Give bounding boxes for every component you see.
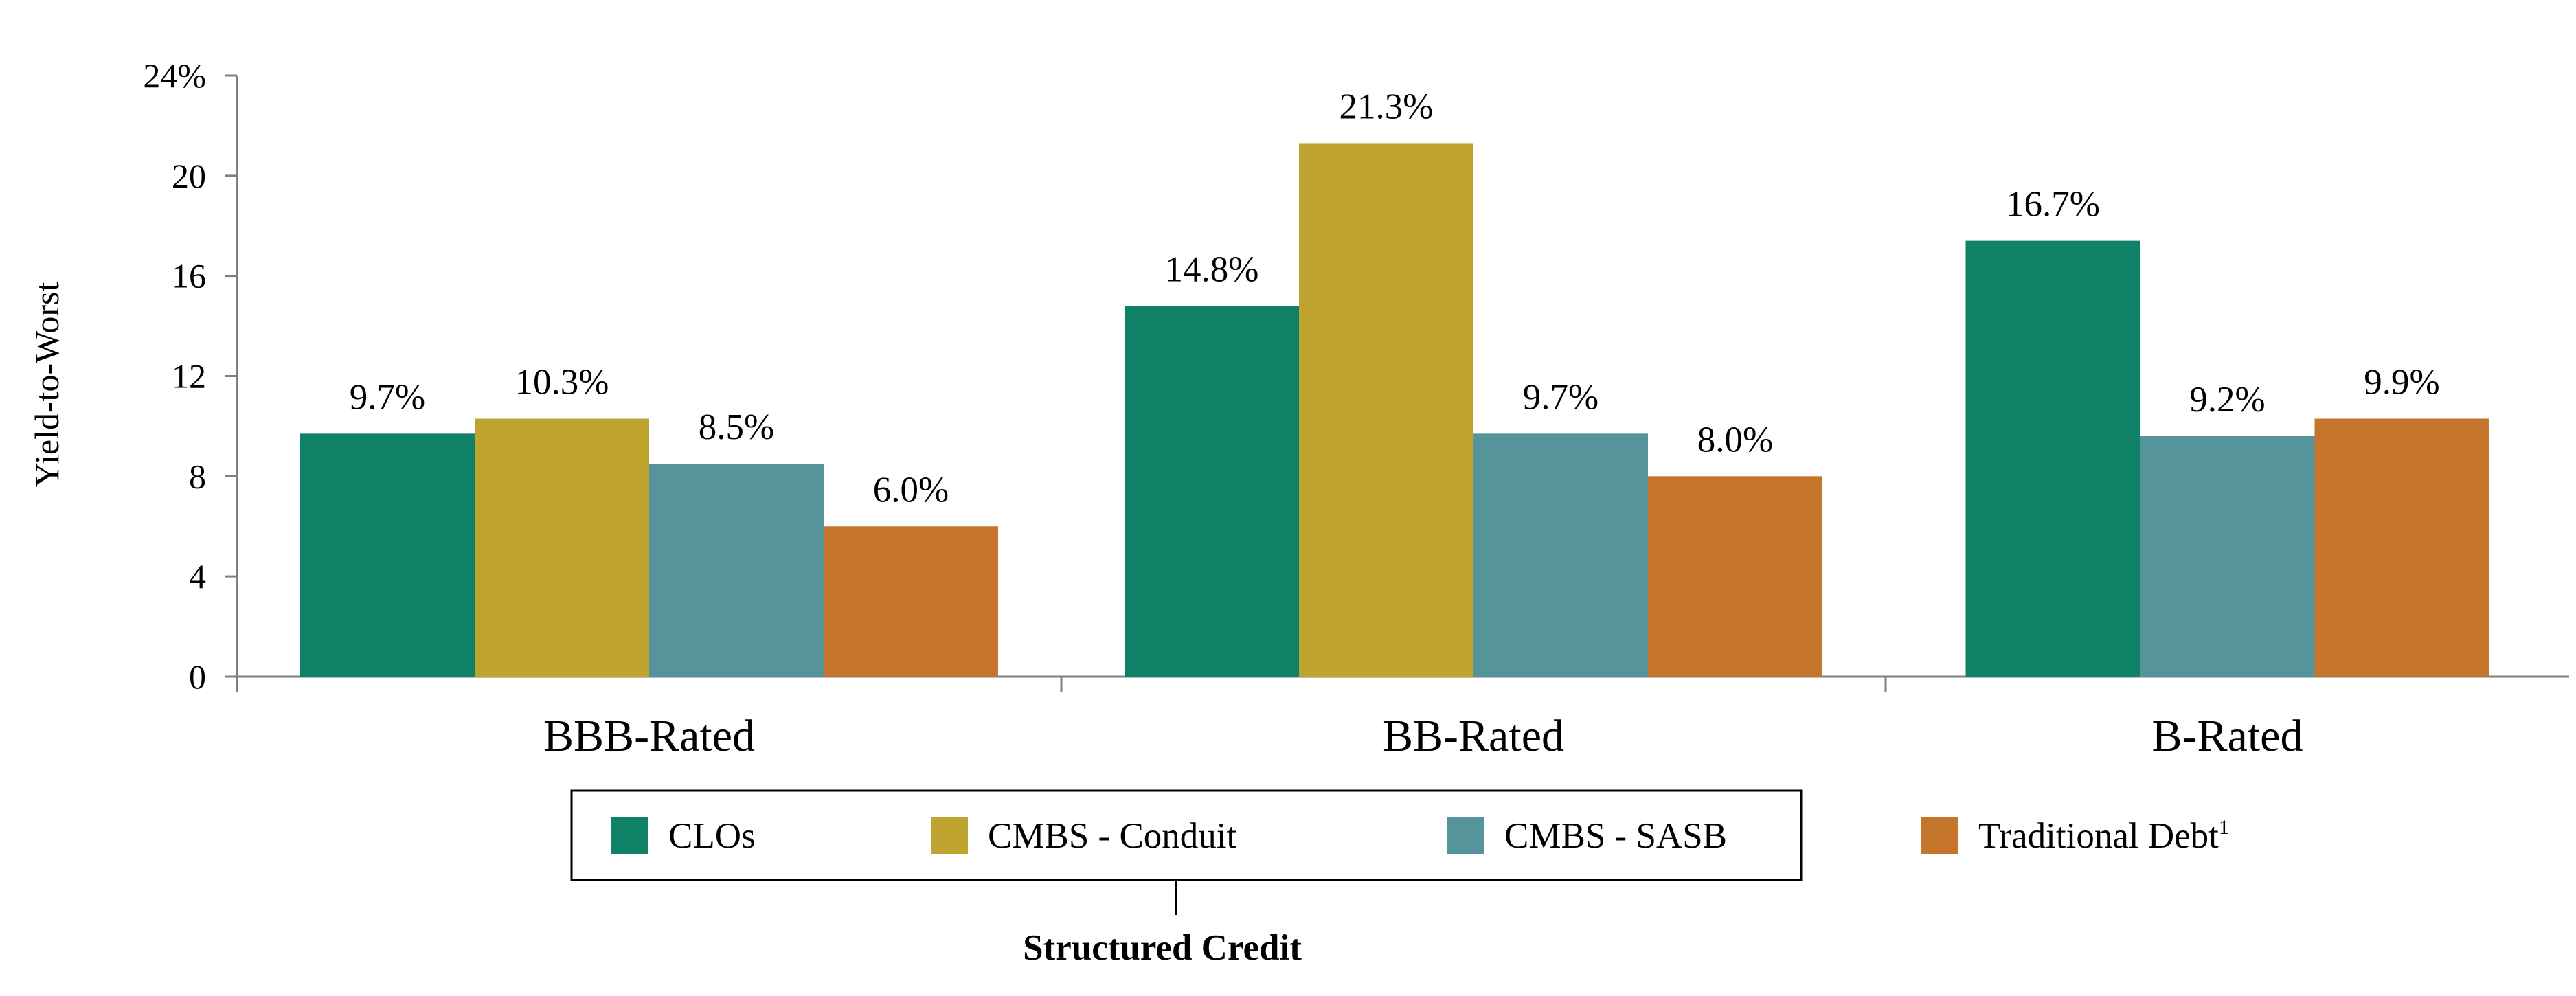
data-label-bbb-rated-traditional-debt: 6.0% (873, 470, 949, 510)
legend-superscript: 1 (2219, 816, 2229, 839)
y-tick-label: 0 (189, 657, 206, 696)
bar-bbb-rated-clos (300, 433, 475, 677)
category-label-bbb-rated: BBB-Rated (543, 711, 755, 761)
y-tick-label: 16 (172, 257, 206, 295)
bar-bb-rated-cmbs-conduit (1299, 143, 1473, 677)
legend-label-cmbs-conduit: CMBS - Conduit (988, 816, 1237, 856)
data-label-b-rated-traditional-debt: 9.9% (2364, 362, 2439, 402)
category-label-b-rated: B-Rated (2152, 711, 2303, 761)
bars-group (300, 143, 2489, 677)
data-label-bbb-rated-cmbs-sasb: 8.5% (699, 407, 774, 447)
data-labels-group: 9.7% 10.3% 8.5% 6.0% 14.8% 21.3% 9.7% 8.0% 16.7%… (350, 87, 2440, 510)
legend-swatch-cmbs-sasb (1447, 817, 1484, 854)
bar-bb-rated-cmbs-sasb (1473, 433, 1648, 677)
legend-label-traditional-debt: Traditional Debt1 (1978, 816, 2229, 856)
data-label-bb-rated-clos: 14.8% (1165, 249, 1259, 289)
y-tick-label: 24% (143, 56, 206, 95)
legend-swatch-cmbs-conduit (931, 817, 968, 854)
bar-bbb-rated-traditional-debt (824, 526, 998, 677)
category-label-bb-rated: BB-Rated (1383, 711, 1564, 761)
y-axis-label: Yield-to-Worst (27, 282, 66, 488)
legend-swatch-clos (611, 817, 648, 854)
y-tick-label: 20 (172, 157, 206, 195)
bar-bbb-rated-cmbs-sasb (649, 464, 824, 677)
legend-box (570, 789, 1803, 881)
legend-items: CLOs CMBS - Conduit CMBS - SASB Traditional… (611, 816, 2229, 856)
data-label-bb-rated-cmbs-sasb: 9.7% (1523, 377, 1598, 417)
bar-bbb-rated-cmbs-conduit (475, 418, 649, 677)
bar-bb-rated-clos (1125, 306, 1299, 677)
structured-credit-label: Structured Credit (1023, 928, 1302, 968)
legend: CLOs CMBS - Conduit CMBS - SASB Traditional… (570, 789, 2229, 968)
data-label-bb-rated-traditional-debt: 8.0% (1697, 420, 1773, 460)
bar-b-rated-traditional-debt (2314, 418, 2489, 677)
bar-b-rated-clos (1965, 240, 2140, 677)
y-tick-label: 4 (189, 557, 206, 596)
category-labels-group: BBB-Rated BB-Rated B-Rated (543, 711, 2303, 761)
x-axis (236, 675, 2569, 692)
legend-label-clos: CLOs (668, 816, 756, 856)
data-label-bbb-rated-cmbs-conduit: 10.3% (515, 362, 609, 402)
legend-label-cmbs-sasb: CMBS - SASB (1504, 816, 1727, 856)
data-label-bbb-rated-clos: 9.7% (350, 377, 425, 417)
y-tick-label: 12 (172, 357, 206, 396)
legend-swatch-traditional-debt (1921, 817, 1958, 854)
data-label-b-rated-cmbs-sasb: 9.2% (2189, 380, 2265, 420)
data-label-b-rated-clos: 16.7% (2006, 185, 2100, 225)
y-axis: 0 4 8 12 16 20 24% (143, 56, 238, 696)
y-tick-label: 8 (189, 457, 206, 495)
data-label-bb-rated-cmbs-conduit: 21.3% (1340, 87, 1434, 126)
bar-bb-rated-traditional-debt (1648, 476, 1822, 677)
bar-b-rated-cmbs-sasb (2140, 436, 2315, 677)
